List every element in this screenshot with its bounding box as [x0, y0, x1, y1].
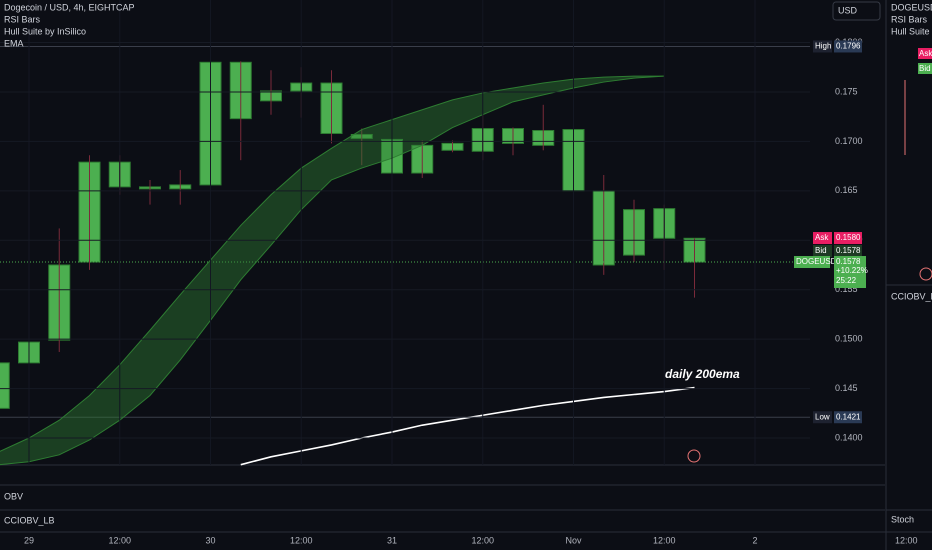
side-panel-label: CCIOBV_LB	[891, 291, 932, 301]
panel-label: CCIOBV_LB	[4, 515, 55, 525]
tag-value: 0.1421	[836, 412, 861, 421]
side-ask: Ask	[919, 49, 932, 58]
side-legend: RSI Bars	[891, 14, 928, 24]
tag-value: 0.1796	[836, 42, 861, 51]
x-tick-label: 31	[387, 535, 397, 545]
event-icon[interactable]	[919, 267, 932, 281]
side-time-label: 12:00	[895, 535, 918, 545]
tag-label: Low	[815, 412, 830, 421]
last-tag-label: DOGEUSD	[796, 257, 837, 266]
tag-value: 0.1580	[836, 233, 861, 242]
last-tag-value: 0.1578	[836, 257, 861, 266]
band-lower	[0, 75, 665, 466]
x-tick-label: 30	[205, 535, 215, 545]
last-tag-change: +10.22%	[836, 266, 868, 275]
y-tick-label: 0.1500	[835, 334, 863, 344]
candle-body	[0, 362, 10, 409]
last-tag-bg	[834, 256, 866, 289]
currency-label: USD	[838, 5, 858, 15]
side-title: DOGEUSD, 4	[891, 2, 932, 12]
tag-label: Ask	[815, 233, 829, 242]
x-tick-label: 12:00	[108, 535, 131, 545]
x-tick-label: 29	[24, 535, 34, 545]
side-panel-label: Stoch	[891, 514, 914, 524]
panel-label: OBV	[4, 491, 23, 501]
x-tick-label: 12:00	[471, 535, 494, 545]
x-tick-label: 2	[752, 535, 757, 545]
side-ask-tag	[918, 48, 932, 59]
y-tick-label: 0.175	[835, 86, 858, 96]
tag-label: High	[815, 42, 831, 51]
legend-item: Hull Suite by InSilico	[4, 26, 86, 36]
tag-value-bg	[834, 232, 862, 245]
band-upper	[0, 75, 665, 452]
y-tick-label: 0.1400	[835, 432, 863, 442]
last-tag-countdown: 25:22	[836, 276, 857, 285]
tag-value: 0.1578	[836, 246, 861, 255]
y-tick-label: 0.165	[835, 185, 858, 195]
y-tick-label: 0.1700	[835, 136, 863, 146]
legend-item: RSI Bars	[4, 14, 41, 24]
currency-button[interactable]	[832, 1, 881, 21]
event-icon[interactable]	[687, 449, 701, 463]
tag-label: Bid	[815, 246, 827, 255]
x-tick-label: 12:00	[290, 535, 313, 545]
legend-item: EMA	[4, 38, 24, 48]
y-tick-label: 0.155	[835, 284, 858, 294]
side-bid-tag	[918, 63, 932, 74]
x-tick-label: Nov	[565, 535, 582, 545]
tag-label-bg	[813, 411, 832, 424]
tag-value-bg	[834, 40, 862, 53]
side-legend: Hull Suite by	[891, 26, 932, 36]
tag-label-bg	[813, 40, 832, 53]
tag-value-bg	[834, 411, 862, 424]
tag-value-bg	[834, 245, 862, 258]
x-tick-label: 12:00	[653, 535, 676, 545]
side-bid: Bid	[919, 64, 931, 73]
chart-title: Dogecoin / USD, 4h, EIGHTCAP	[4, 2, 135, 12]
tag-label-bg	[813, 232, 832, 245]
band-fill	[0, 76, 665, 465]
annotation: daily 200ema	[665, 367, 740, 381]
last-tag-label-bg	[794, 256, 830, 269]
tag-label-bg	[813, 245, 832, 258]
y-tick-label: 0.145	[835, 383, 858, 393]
